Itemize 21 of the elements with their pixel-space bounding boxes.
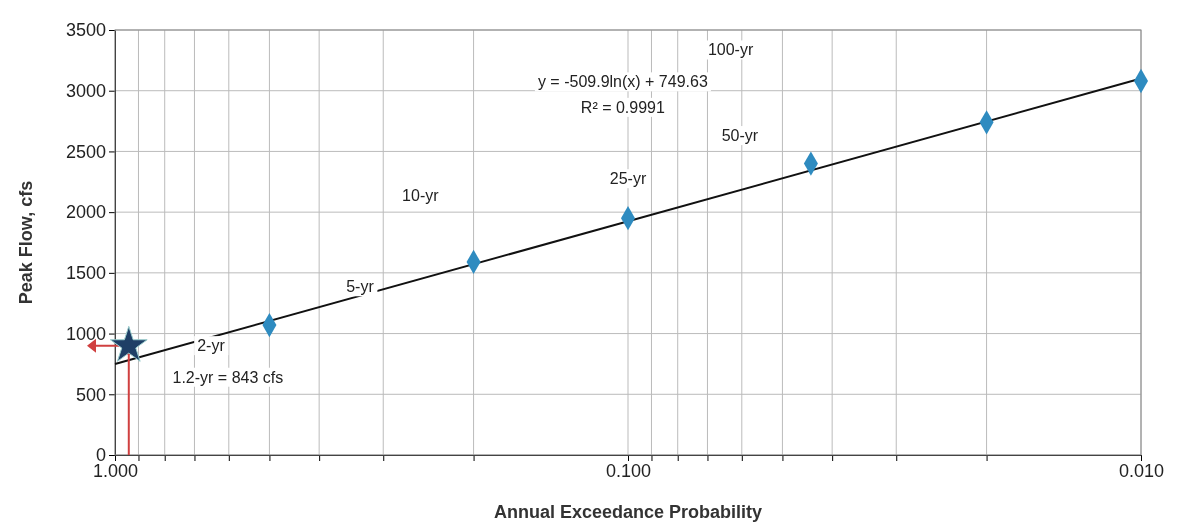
annotation: 10-yr — [402, 187, 440, 205]
x-tick-label: 1.000 — [92, 460, 139, 481]
annotation: R² = 0.9991 — [580, 98, 665, 116]
y-tick-label: 3000 — [65, 80, 106, 101]
y-tick-label: 500 — [75, 384, 106, 405]
x-tick-label: 0.010 — [1118, 460, 1165, 481]
x-axis-title: Annual Exceedance Probability — [493, 502, 763, 522]
annotation: 100-yr — [707, 41, 754, 59]
annotation: 25-yr — [609, 170, 647, 188]
x-tick-label: 0.100 — [605, 460, 652, 481]
y-tick-label: 2500 — [65, 141, 106, 162]
annotation: 50-yr — [721, 127, 759, 145]
y-axis-title: Peak Flow, cfs — [16, 180, 36, 305]
annotation: 5-yr — [346, 278, 375, 296]
y-tick-label: 1500 — [65, 263, 106, 284]
annotation: 2-yr — [197, 337, 226, 355]
annotation: y = -509.9ln(x) + 749.63 — [537, 73, 708, 91]
y-tick-label: 1000 — [65, 323, 106, 344]
y-tick-label: 3500 — [65, 20, 106, 41]
y-tick-label: 2000 — [65, 202, 106, 223]
annotation: 1.2-yr = 843 cfs — [172, 368, 284, 386]
